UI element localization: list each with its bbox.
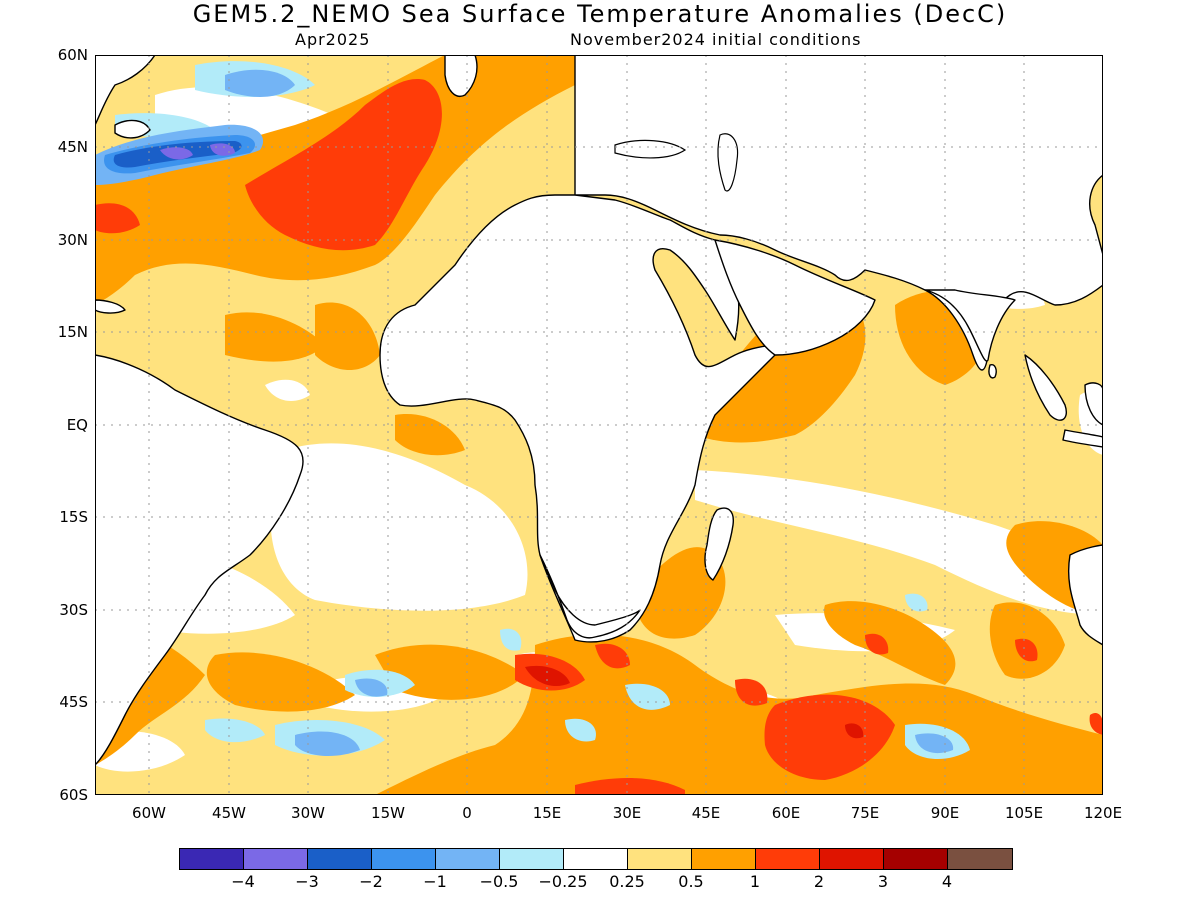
caspian-sea [717,133,739,192]
colorbar-swatch [180,849,244,869]
sumatra-land [1024,354,1067,421]
lat-label-15s: 15S [59,508,88,526]
colorbar-swatch [372,849,436,869]
colorbar-tick-label: −3 [295,872,319,891]
lat-label-eq: EQ [66,416,88,434]
colorbar-tick-label: −0.25 [538,872,588,891]
india-land [924,289,1016,362]
lon-label-30w: 30W [291,804,325,822]
colorbar-swatch [436,849,500,869]
southern-africa-land [539,554,641,639]
south-america-land [95,354,304,766]
lon-label-75e: 75E [850,804,880,822]
colorbar-swatch [756,849,820,869]
colorbar-swatch [500,849,564,869]
colorbar-tick-label: −2 [359,872,383,891]
lon-label-60e: 60E [771,804,801,822]
black-sea [614,139,687,159]
arabian-peninsula-land [714,239,876,356]
colorbar-tick-label: −1 [423,872,447,891]
colorbar-tick-label: 3 [877,872,889,891]
colorbar-swatch [244,849,308,869]
map-svg [95,55,1103,795]
lon-label-105e: 105E [1004,804,1044,822]
caribbean-land [95,299,126,314]
colorbar-tick-label: 4 [941,872,953,891]
lat-label-30n: 30N [57,231,88,249]
borneo-land [1084,382,1103,426]
java-land [1062,429,1103,448]
colorbar-swatch [308,849,372,869]
forecast-month: Apr2025 [295,30,371,49]
inland-seas [614,133,739,192]
lat-label-45n: 45N [57,138,88,156]
anomaly-darkred-areas [525,665,864,739]
colorbar-swatch [884,849,948,869]
colorbar-tick-label: −4 [231,872,255,891]
lat-label-30s: 30S [59,601,88,619]
colorbar-tick-label: 1 [749,872,761,891]
graticule [95,55,1103,795]
colorbar-tick-label: −0.5 [479,872,519,891]
lon-label-0: 0 [462,804,472,822]
colorbar-tick-label: 0.25 [609,872,645,891]
madagascar-land [704,507,734,581]
lon-label-45w: 45W [212,804,246,822]
colorbar-swatch [948,849,1012,869]
newfoundland-land [114,119,151,139]
colorbar-swatch [564,849,628,869]
map-title: GEM5.2_NEMO Sea Surface Temperature Anom… [192,0,1008,28]
lat-label-60s: 60S [59,786,88,804]
initial-conditions-label: November2024 initial conditions [570,30,862,49]
north-america-land [95,55,156,126]
land-masses [95,55,1103,766]
colorbar [179,848,1013,870]
lon-label-15w: 15W [371,804,405,822]
lon-label-45e: 45E [691,804,721,822]
colorbar-tick-label: 2 [813,872,825,891]
colorbar-swatch [692,849,756,869]
lat-label-45s: 45S [59,693,88,711]
sri-lanka-land [988,363,997,379]
australia-land [1067,544,1103,646]
british-isles-land [444,55,478,97]
lon-label-90e: 90E [930,804,960,822]
lon-label-120e: 120E [1083,804,1123,822]
colorbar-tick-label: 0.5 [678,872,704,891]
lat-label-15n: 15N [57,323,88,341]
lon-label-15e: 15E [532,804,562,822]
sst-anomaly-map [95,55,1103,795]
lon-label-30e: 30E [612,804,642,822]
lon-label-60w: 60W [132,804,166,822]
colorbar-swatch [820,849,884,869]
colorbar-swatch [628,849,692,869]
lat-label-60n: 60N [57,46,88,64]
